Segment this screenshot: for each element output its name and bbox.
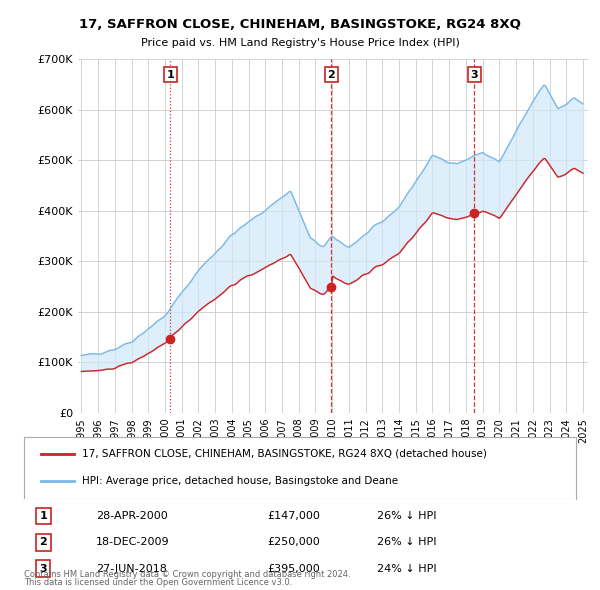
Text: 26% ↓ HPI: 26% ↓ HPI [377,537,437,548]
Text: 24% ↓ HPI: 24% ↓ HPI [377,563,437,573]
Text: 3: 3 [470,70,478,80]
Text: 18-DEC-2009: 18-DEC-2009 [96,537,169,548]
Text: £395,000: £395,000 [267,563,320,573]
Text: 2: 2 [40,537,47,548]
Text: £147,000: £147,000 [267,511,320,521]
Text: 26% ↓ HPI: 26% ↓ HPI [377,511,437,521]
Text: 3: 3 [40,563,47,573]
Text: HPI: Average price, detached house, Basingstoke and Deane: HPI: Average price, detached house, Basi… [82,476,398,486]
Text: 2: 2 [328,70,335,80]
Text: This data is licensed under the Open Government Licence v3.0.: This data is licensed under the Open Gov… [24,578,292,587]
Text: 1: 1 [40,511,47,521]
Text: 1: 1 [167,70,175,80]
Text: Contains HM Land Registry data © Crown copyright and database right 2024.: Contains HM Land Registry data © Crown c… [24,570,350,579]
Text: 28-APR-2000: 28-APR-2000 [96,511,167,521]
Text: £250,000: £250,000 [267,537,320,548]
Text: 17, SAFFRON CLOSE, CHINEHAM, BASINGSTOKE, RG24 8XQ: 17, SAFFRON CLOSE, CHINEHAM, BASINGSTOKE… [79,18,521,31]
Text: 27-JUN-2018: 27-JUN-2018 [96,563,167,573]
Text: 17, SAFFRON CLOSE, CHINEHAM, BASINGSTOKE, RG24 8XQ (detached house): 17, SAFFRON CLOSE, CHINEHAM, BASINGSTOKE… [82,449,487,459]
Text: Price paid vs. HM Land Registry's House Price Index (HPI): Price paid vs. HM Land Registry's House … [140,38,460,48]
